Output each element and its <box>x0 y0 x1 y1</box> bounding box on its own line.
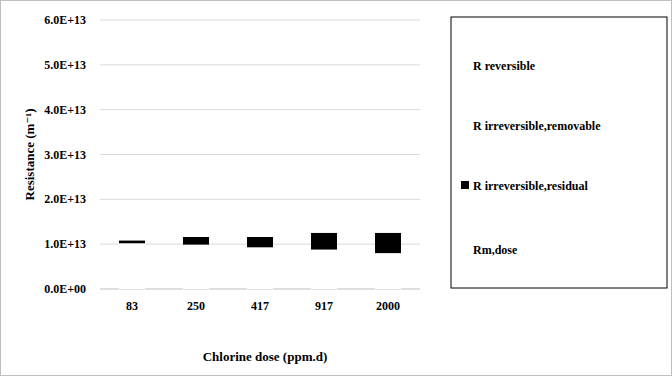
bar-segment <box>183 245 209 289</box>
x-axis-label: Chlorine dose (ppm.d) <box>203 349 328 364</box>
bar-segment <box>375 233 401 253</box>
legend-label: R irreversible,residual <box>473 179 589 193</box>
bar-segment <box>247 236 273 237</box>
bar-segment <box>119 240 145 241</box>
bar-segment <box>119 243 145 289</box>
x-tick-label: 83 <box>126 299 138 313</box>
legend-swatch <box>461 245 469 253</box>
bar-segment <box>311 233 337 250</box>
y-axis-label: Resistance (m⁻¹) <box>22 109 37 201</box>
legend-swatch <box>461 181 469 189</box>
legend-label: R reversible <box>473 59 536 73</box>
legend: R reversible R irreversible,removable R ir… <box>451 17 667 288</box>
bars <box>119 233 401 289</box>
y-tick-label: 6.0E+13 <box>44 13 86 27</box>
bar-segment <box>183 237 209 245</box>
legend-swatch <box>461 121 469 129</box>
legend-label: R irreversible,removable <box>473 119 601 133</box>
y-tick-label: 1.0E+13 <box>44 237 86 251</box>
bar-segment <box>183 236 209 237</box>
bar-segment <box>119 241 145 244</box>
y-tick-label: 0.0E+00 <box>44 282 86 296</box>
chart-border <box>1 1 672 376</box>
bar-segment <box>119 240 145 241</box>
chart-container: 0.0E+00 1.0E+13 2.0E+13 3.0E+13 4.0E+13 5.0E+… <box>0 0 672 376</box>
y-tick-label: 2.0E+13 <box>44 192 86 206</box>
bar-segment <box>247 247 273 289</box>
y-tick-label: 3.0E+13 <box>44 148 86 162</box>
grid-line <box>100 199 420 200</box>
bar-segment <box>247 236 273 237</box>
bar-segment <box>183 236 209 237</box>
grid-line <box>100 154 420 155</box>
bar-segment <box>375 253 401 289</box>
legend-swatch <box>461 61 469 69</box>
bar-segment <box>375 232 401 233</box>
bar-segment <box>375 232 401 233</box>
x-tick-label: 2000 <box>376 299 400 313</box>
bar-segment <box>311 232 337 233</box>
x-tick-label: 917 <box>315 299 333 313</box>
x-tick-label: 250 <box>187 299 205 313</box>
y-tick-label: 4.0E+13 <box>44 103 86 117</box>
bar-segment <box>311 232 337 233</box>
chart-svg: 0.0E+00 1.0E+13 2.0E+13 3.0E+13 4.0E+13 5.0E+… <box>0 0 672 376</box>
grid-line <box>100 109 420 110</box>
legend-box <box>451 17 667 288</box>
bar-segment <box>311 250 337 289</box>
grid-line <box>100 20 420 21</box>
y-tick-label: 5.0E+13 <box>44 58 86 72</box>
bar-segment <box>247 237 273 247</box>
legend-label: Rm,dose <box>473 243 518 257</box>
grid-line <box>100 64 420 65</box>
x-tick-label: 417 <box>251 299 269 313</box>
